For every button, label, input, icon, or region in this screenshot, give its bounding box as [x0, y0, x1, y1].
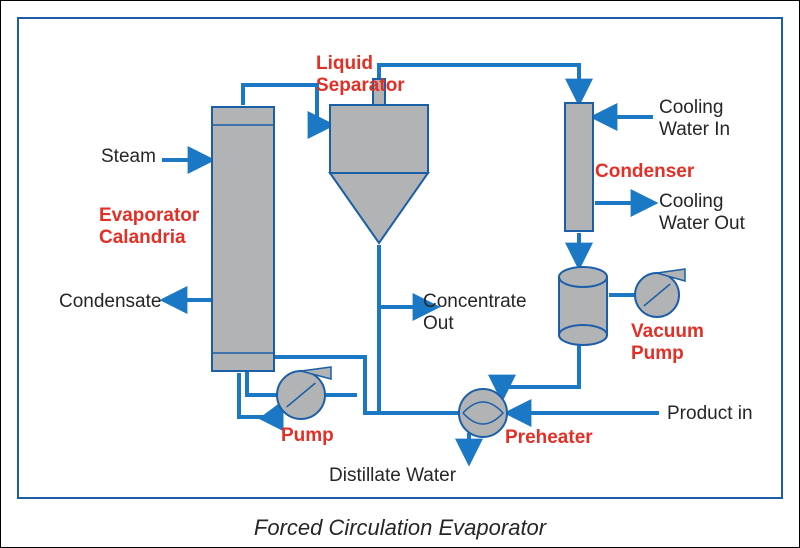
evaporator-calandria	[212, 107, 274, 371]
label-product-in: Product in	[667, 403, 753, 425]
liquid-separator-body	[330, 105, 428, 173]
label-cooling-in: Cooling Water In	[659, 97, 730, 141]
label-pump: Pump	[281, 425, 334, 447]
label-condenser: Condenser	[595, 161, 694, 183]
condenser	[565, 103, 593, 231]
sep-top-to-right	[379, 65, 579, 101]
label-vacuum-pump: Vacuum Pump	[631, 321, 704, 365]
label-steam: Steam	[101, 146, 156, 168]
label-evap-calandria: Evaporator Calandria	[99, 205, 199, 249]
tank-to-preheater	[502, 335, 579, 397]
label-distillate: Distillate Water	[329, 465, 456, 487]
label-concentrate-out: Concentrate Out	[423, 291, 527, 335]
label-cooling-out: Cooling Water Out	[659, 191, 745, 235]
label-preheater: Preheater	[505, 427, 593, 449]
label-condensate: Condensate	[59, 291, 161, 313]
label-liquid-separator: Liquid Separator	[316, 53, 405, 97]
caption: Forced Circulation Evaporator	[1, 515, 799, 541]
sep-cone-down	[365, 245, 379, 413]
diagram-frame: Liquid Separator Evaporator Calandria Co…	[0, 0, 800, 548]
liquid-separator-cone	[330, 173, 428, 243]
preheater	[459, 389, 507, 437]
